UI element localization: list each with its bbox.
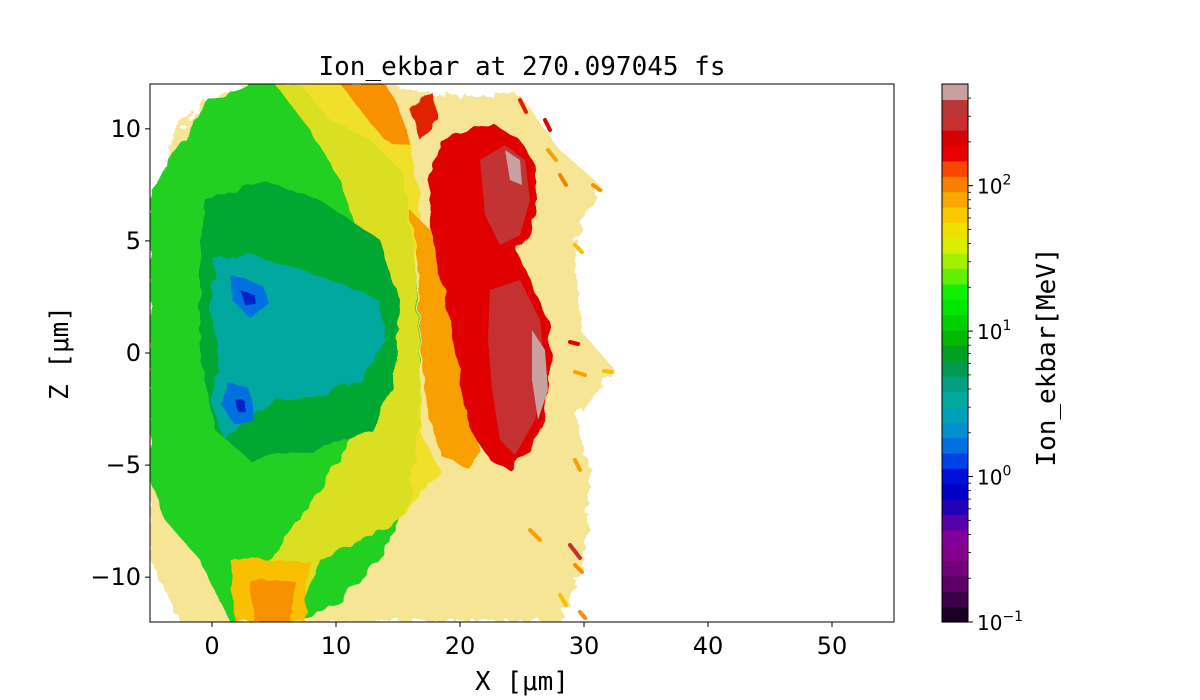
colorbar-segment (942, 406, 968, 423)
colorbar-label: Ion_ekbar[MeV] (1032, 247, 1062, 466)
field-pink-highlight (532, 330, 548, 420)
field-orange-top (340, 84, 410, 145)
colorbar-segment (942, 391, 968, 408)
field-pink-core (488, 280, 545, 455)
colorbar-segment (942, 222, 968, 239)
colorbar-segment (942, 191, 968, 208)
colorbar-segment (942, 529, 968, 546)
x-tick-label: 20 (445, 632, 476, 660)
x-tick-label: 50 (817, 632, 848, 660)
colorbar-segment (942, 360, 968, 377)
x-axis-label: X [μm] (475, 667, 569, 697)
colorbar-segment (942, 591, 968, 608)
y-tick-label: 0 (126, 339, 141, 367)
field-blue-spot (236, 400, 246, 412)
y-tick-label: 10 (110, 115, 141, 143)
colorbar-segment (942, 468, 968, 485)
colorbar-segment (942, 422, 968, 439)
y-tick-label: −10 (90, 563, 141, 591)
colorbar (941, 83, 969, 623)
colorbar-segment (942, 84, 968, 100)
colorbar-segment (942, 345, 968, 362)
field-bottom-stalk-core (250, 580, 295, 622)
colorbar-segment (942, 176, 968, 193)
heatmap-field (150, 84, 615, 622)
colorbar-segment (942, 483, 968, 500)
colorbar-segment (942, 376, 968, 393)
colorbar-segment (942, 160, 968, 177)
colorbar-segment (942, 253, 968, 270)
colorbar-segment (942, 268, 968, 285)
y-tick-label: 5 (126, 227, 141, 255)
x-tick-label: 30 (569, 632, 600, 660)
colorbar-segment (942, 452, 968, 469)
colorbar-segment (942, 437, 968, 454)
plot-area (149, 83, 895, 623)
colorbar-segment (942, 545, 968, 562)
colorbar-segment (942, 314, 968, 331)
colorbar-tick-label: 102 (977, 173, 1011, 199)
colorbar-tick-label: 10−1 (977, 609, 1023, 635)
colorbar-segment (942, 114, 968, 131)
field-pink-highlight (505, 150, 522, 185)
colorbar-axis: 10−1 100 101 102 (968, 97, 1023, 635)
x-tick-label: 40 (693, 632, 724, 660)
x-tick-label: 10 (321, 632, 352, 660)
colorbar-segment (942, 499, 968, 515)
colorbar-segment (942, 130, 968, 147)
y-tick-label: −5 (106, 451, 141, 479)
y-axis: −10 −5 0 5 10 (90, 115, 150, 591)
colorbar-segment (942, 329, 968, 346)
colorbar-segment (942, 206, 968, 223)
colorbar-segment (942, 283, 968, 300)
colorbar-tick-label: 100 (977, 464, 1011, 490)
colorbar-segment (942, 237, 968, 254)
colorbar-segment (942, 514, 968, 531)
chart-title: Ion_ekbar at 270.097045 fs (319, 52, 726, 82)
colorbar-segment (942, 575, 968, 592)
y-axis-label: Z [μm] (45, 306, 75, 400)
x-axis: 0 10 20 30 40 50 (204, 622, 847, 660)
colorbar-segment (942, 99, 968, 116)
field-streaks (518, 98, 614, 620)
colorbar-segment (942, 606, 968, 623)
colorbar-tick-label: 101 (977, 318, 1011, 344)
field-blue-spot (240, 290, 256, 305)
colorbar-segment (942, 145, 968, 162)
colorbar-segment (942, 299, 968, 316)
field-orange-layer (410, 210, 480, 470)
colorbar-segment (942, 560, 968, 577)
field-red-lobe-edge (410, 90, 440, 140)
field-yellow-band (250, 84, 440, 622)
x-tick-label: 0 (204, 632, 219, 660)
colorbar-frame (941, 83, 969, 623)
